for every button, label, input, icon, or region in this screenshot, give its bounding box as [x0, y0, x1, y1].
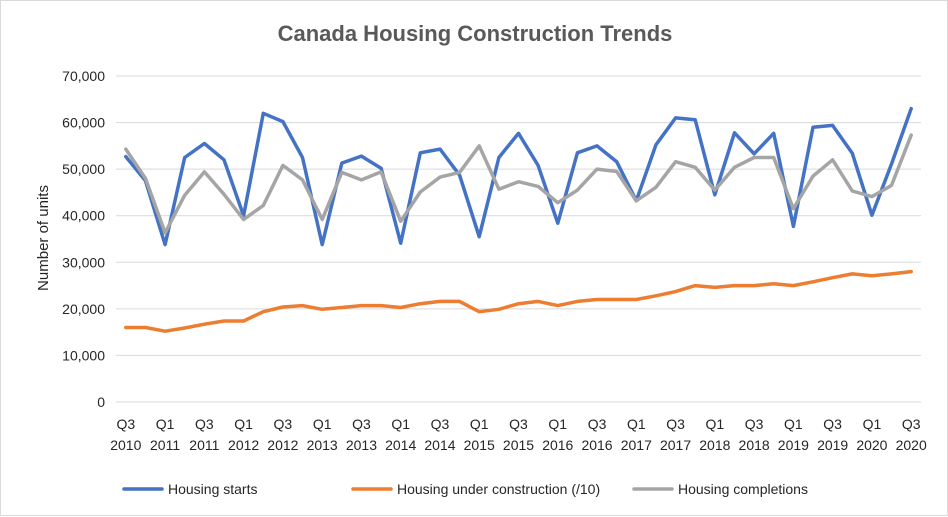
legend-label: Housing completions — [678, 481, 808, 497]
y-tick-label: 70,000 — [62, 68, 105, 84]
x-tick-label-quarter: Q3 — [588, 416, 607, 432]
y-tick-label: 50,000 — [62, 161, 105, 177]
y-axis-title: Number of units — [35, 185, 52, 291]
x-tick-label-quarter: Q1 — [234, 416, 253, 432]
x-tick-label-quarter: Q3 — [431, 416, 450, 432]
x-axis-ticks: Q3 2010 Q1 2011 Q3 2011 Q1 2012 Q3 2012 Q1 2013 Q3 20… — [110, 416, 927, 453]
chart-title: Canada Housing Construction Trends — [278, 21, 673, 46]
y-tick-label: 20,000 — [62, 301, 105, 317]
x-tick-label-quarter: Q1 — [548, 416, 567, 432]
x-tick-label-year: 2011 — [189, 437, 219, 453]
x-tick-label-quarter: Q1 — [627, 416, 646, 432]
x-tick-label-year: 2020 — [896, 437, 927, 453]
x-tick-label-quarter: Q3 — [823, 416, 842, 432]
x-tick-label-year: 2020 — [856, 437, 887, 453]
y-tick-label: 0 — [97, 394, 105, 410]
x-tick-label-year: 2016 — [542, 437, 573, 453]
x-tick-label-quarter: Q1 — [156, 416, 175, 432]
x-tick-label-quarter: Q3 — [116, 416, 135, 432]
gridlines — [116, 75, 921, 403]
x-tick-label-quarter: Q1 — [705, 416, 724, 432]
y-tick-label: 30,000 — [62, 254, 105, 270]
y-tick-label: 60,000 — [62, 115, 105, 131]
x-tick-label-year: 2017 — [660, 437, 691, 453]
x-tick-label-year: 2019 — [817, 437, 848, 453]
x-tick-label-year: 2013 — [346, 437, 377, 453]
x-tick-label-year: 2014 — [385, 437, 416, 453]
x-tick-label-year: 2016 — [581, 437, 612, 453]
x-tick-label-year: 2012 — [267, 437, 298, 453]
x-tick-label-quarter: Q1 — [470, 416, 489, 432]
legend: Housing starts Housing under construction… — [122, 481, 808, 497]
y-tick-label: 40,000 — [62, 208, 105, 224]
x-tick-label-year: 2017 — [621, 437, 652, 453]
x-tick-label-quarter: Q1 — [313, 416, 332, 432]
x-tick-label-year: 2018 — [739, 437, 770, 453]
series-line-3 — [124, 133, 913, 235]
x-tick-label-year: 2019 — [778, 437, 809, 453]
x-tick-label-quarter: Q1 — [391, 416, 410, 432]
series-line-1 — [124, 106, 913, 247]
x-tick-label-quarter: Q3 — [274, 416, 293, 432]
x-tick-label-year: 2013 — [307, 437, 338, 453]
x-tick-label-year: 2012 — [228, 437, 259, 453]
x-tick-label-year: 2011 — [150, 437, 180, 453]
x-tick-label-quarter: Q3 — [352, 416, 371, 432]
x-tick-label-year: 2014 — [424, 437, 455, 453]
y-axis-ticks: 0 10,000 20,000 30,000 40,000 50,000 60,000 70,… — [62, 68, 105, 410]
x-tick-label-quarter: Q3 — [902, 416, 921, 432]
x-tick-label-quarter: Q1 — [784, 416, 803, 432]
x-tick-label-quarter: Q3 — [195, 416, 214, 432]
x-tick-label-quarter: Q3 — [666, 416, 685, 432]
x-tick-label-year: 2010 — [110, 437, 141, 453]
legend-label: Housing under construction (/10) — [397, 481, 600, 497]
x-tick-label-quarter: Q3 — [509, 416, 528, 432]
legend-label: Housing starts — [168, 481, 257, 497]
x-tick-label-quarter: Q1 — [863, 416, 882, 432]
series-line-2 — [124, 269, 913, 333]
series-lines — [124, 106, 913, 333]
x-tick-label-quarter: Q3 — [745, 416, 764, 432]
x-tick-label-year: 2015 — [503, 437, 534, 453]
x-tick-label-year: 2015 — [464, 437, 495, 453]
x-tick-label-year: 2018 — [699, 437, 730, 453]
y-tick-label: 10,000 — [62, 347, 105, 363]
